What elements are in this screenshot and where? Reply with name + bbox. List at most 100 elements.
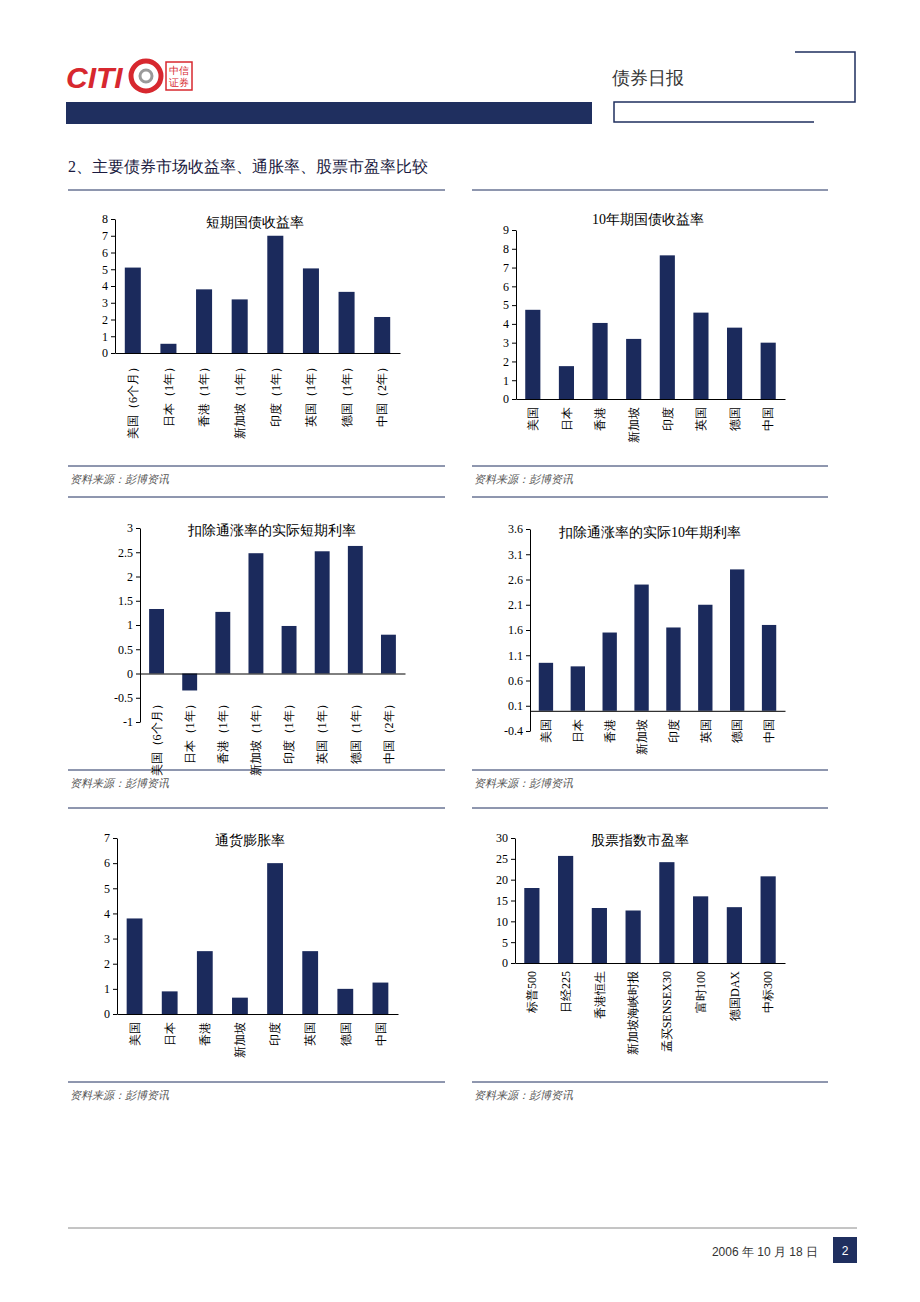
x-tick-label: 日本: [163, 1022, 177, 1046]
x-tick-label: 中国（2年）: [382, 698, 396, 764]
bar: [267, 863, 283, 1014]
y-tick-label: 7: [102, 229, 108, 243]
bar: [727, 907, 742, 963]
y-tick-label: 6: [104, 856, 110, 870]
y-tick: -0.4: [504, 724, 530, 738]
x-tick: 德国（1年）: [349, 698, 363, 764]
y-axis-line: [117, 839, 118, 1015]
y-tick-mark: [512, 361, 516, 362]
bar: [162, 991, 178, 1014]
x-tick: 新加坡（1年）: [233, 361, 247, 439]
x-tick-label: 美国（6个月）: [150, 698, 164, 776]
y-tick: 7: [104, 831, 117, 845]
y-tick-mark: [511, 901, 515, 902]
x-tick-label: 标普500: [525, 971, 539, 1014]
y-tick-mark: [136, 722, 140, 723]
source-note: 资料来源：彭博资讯: [70, 1089, 170, 1101]
x-tick: 香港: [603, 719, 617, 743]
bar: [539, 663, 553, 711]
x-tick-label: 新加坡: [627, 407, 641, 443]
bar: [215, 612, 230, 674]
y-tick-label: 6: [503, 280, 509, 294]
x-axis: 美国日本香港新加坡印度英国德国中国: [531, 711, 786, 755]
x-tick-label: 印度: [667, 719, 681, 743]
rule-top: [472, 497, 828, 498]
y-tick-label: 8: [102, 212, 108, 226]
x-tick-label: 印度（1年）: [269, 361, 283, 427]
x-tick: 德国DAX: [728, 971, 742, 1021]
x-tick-label: 日本（1年）: [183, 698, 197, 764]
y-tick-label: 0.5: [118, 643, 133, 657]
y-tick-label: -1: [123, 715, 133, 729]
bar: [761, 343, 776, 399]
y-tick-mark: [113, 913, 117, 914]
bar: [149, 609, 164, 674]
y-tick: 3.6: [508, 522, 530, 536]
y-tick-label: -0.4: [504, 724, 523, 738]
y-tick: 8: [102, 212, 115, 226]
x-tick-label: 新加坡（1年）: [249, 698, 263, 776]
y-tick-label: 6: [102, 246, 108, 260]
rule-top: [68, 497, 445, 498]
x-tick: 富时100: [694, 971, 708, 1013]
y-axis: 051015202530: [496, 831, 516, 970]
y-tick-label: 0.6: [508, 674, 523, 688]
y-tick-mark: [136, 698, 140, 699]
y-tick-label: 4: [503, 317, 509, 331]
x-tick: 日本（1年）: [183, 698, 197, 764]
x-axis-line: [517, 399, 786, 400]
y-tick-label: 2: [503, 355, 509, 369]
y-tick-label: 3.1: [508, 548, 523, 562]
x-tick: 新加坡: [635, 719, 649, 755]
y-tick-mark: [113, 838, 117, 839]
source-note: 资料来源：彭博资讯: [70, 777, 170, 789]
y-tick-mark: [136, 625, 140, 626]
x-tick: 中国: [762, 719, 776, 743]
y-tick-label: 2: [104, 957, 110, 971]
y-tick: 0: [102, 346, 115, 360]
x-tick-label: 德国（1年）: [340, 361, 354, 427]
x-tick-label: 英国: [694, 407, 708, 431]
y-tick: 2.5: [118, 546, 140, 560]
y-tick: 20: [496, 873, 515, 887]
y-tick-mark: [111, 269, 115, 270]
x-tick: 美国（6个月）: [150, 698, 164, 776]
y-tick: 2: [503, 355, 516, 369]
y-tick-mark: [111, 219, 115, 220]
y-tick: -0.5: [114, 691, 140, 705]
y-tick-mark: [512, 324, 516, 325]
x-tick-label: 印度: [661, 407, 675, 431]
y-tick-label: 1: [503, 374, 509, 388]
y-tick-mark: [111, 253, 115, 254]
y-tick-mark: [111, 236, 115, 237]
bar: [248, 553, 263, 673]
page: CITI中信证券债券日报2、主要债券市场收益率、通胀率、股票市盈率比较01234…: [0, 0, 920, 1302]
x-tick-label: 新加坡: [233, 1022, 247, 1058]
y-tick-mark: [111, 353, 115, 354]
y-tick-mark: [526, 706, 530, 707]
x-tick: 美国: [539, 719, 553, 743]
x-tick: 新加坡: [627, 407, 641, 443]
x-tick-label: 富时100: [694, 971, 708, 1013]
y-tick: 1.6: [508, 623, 530, 637]
x-tick: 香港: [198, 1022, 212, 1046]
bar: [666, 627, 680, 710]
x-tick-label: 香港: [603, 719, 617, 743]
y-tick-mark: [113, 939, 117, 940]
y-tick-mark: [512, 230, 516, 231]
y-axis-line: [516, 231, 517, 400]
logo-cn: 证券: [169, 77, 189, 88]
bar: [196, 289, 212, 353]
y-tick-mark: [512, 249, 516, 250]
page-number: 2: [842, 1244, 849, 1258]
chart: 012345678美国（6个月）日本（1年）香港（1年）新加坡（1年）印度（1年…: [68, 190, 445, 485]
y-tick-mark: [512, 380, 516, 381]
bar: [127, 918, 143, 1014]
y-tick-label: 2.1: [508, 598, 523, 612]
y-tick-mark: [136, 552, 140, 553]
x-tick-label: 美国: [128, 1022, 142, 1046]
y-tick: 4: [503, 317, 516, 331]
y-tick-label: 1.5: [118, 594, 133, 608]
y-axis: 012345678: [102, 212, 116, 360]
x-tick: 印度: [661, 407, 675, 431]
